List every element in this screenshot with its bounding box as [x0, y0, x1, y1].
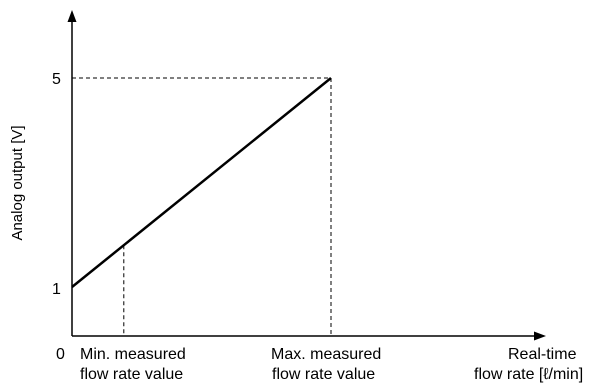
max-marker-label-line-2: flow rate value [272, 366, 375, 383]
x-axis-label-line-2: flow rate [ℓ/min] [474, 366, 583, 383]
origin-label: 0 [56, 346, 65, 363]
y-tick-label-5: 5 [52, 71, 61, 88]
min-marker-label-line-1: Min. measured [80, 346, 186, 363]
analog-output-line [71, 77, 332, 288]
x-axis-label-line-1: Real-time [508, 346, 577, 363]
min-marker-label-line-2: flow rate value [80, 366, 183, 383]
y-axis-label: Analog output [V] [9, 125, 26, 240]
guides-layer [71, 77, 332, 336]
max-marker-label-line-1: Max. measured [271, 346, 381, 363]
axes-layer [67, 10, 546, 341]
y-axis-arrow-icon [67, 10, 77, 22]
line-layer [71, 77, 332, 288]
y-tick-label-1: 1 [52, 281, 61, 298]
x-axis-arrow-icon [534, 331, 546, 341]
